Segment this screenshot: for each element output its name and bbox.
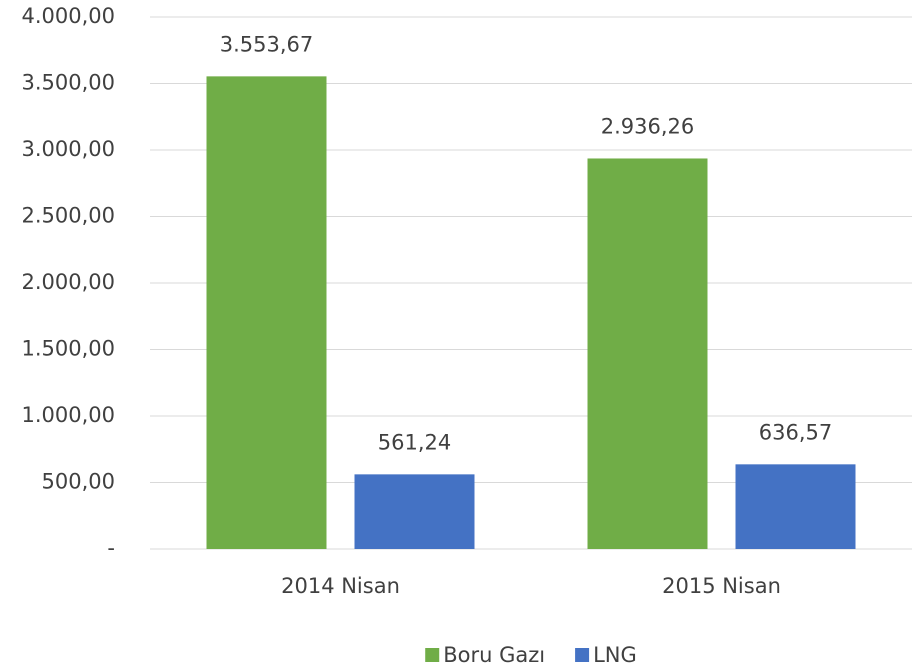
legend-label: Boru Gazı bbox=[443, 643, 545, 667]
value-label: 636,57 bbox=[759, 420, 832, 444]
bar bbox=[587, 158, 708, 549]
y-tick-label: - bbox=[107, 536, 115, 560]
value-label: 2.936,26 bbox=[601, 114, 695, 138]
bar bbox=[354, 474, 475, 549]
y-tick-label: 2.500,00 bbox=[21, 204, 115, 228]
y-tick-label: 1.500,00 bbox=[21, 337, 115, 361]
y-tick-label: 3.000,00 bbox=[21, 137, 115, 161]
legend-swatch bbox=[425, 648, 440, 662]
value-label: 3.553,67 bbox=[220, 32, 314, 56]
y-tick-label: 1.000,00 bbox=[21, 403, 115, 427]
legend-label: LNG bbox=[593, 643, 637, 667]
legend-swatch bbox=[575, 648, 590, 662]
x-tick-label: 2014 Nisan bbox=[281, 574, 400, 598]
y-tick-label: 4.000,00 bbox=[21, 4, 115, 28]
y-tick-label: 500,00 bbox=[42, 470, 115, 494]
bar bbox=[735, 464, 856, 549]
value-label: 561,24 bbox=[378, 430, 451, 454]
bar bbox=[206, 76, 327, 550]
x-tick-label: 2015 Nisan bbox=[662, 574, 781, 598]
y-tick-label: 2.000,00 bbox=[21, 270, 115, 294]
y-tick-label: 3.500,00 bbox=[21, 71, 115, 95]
